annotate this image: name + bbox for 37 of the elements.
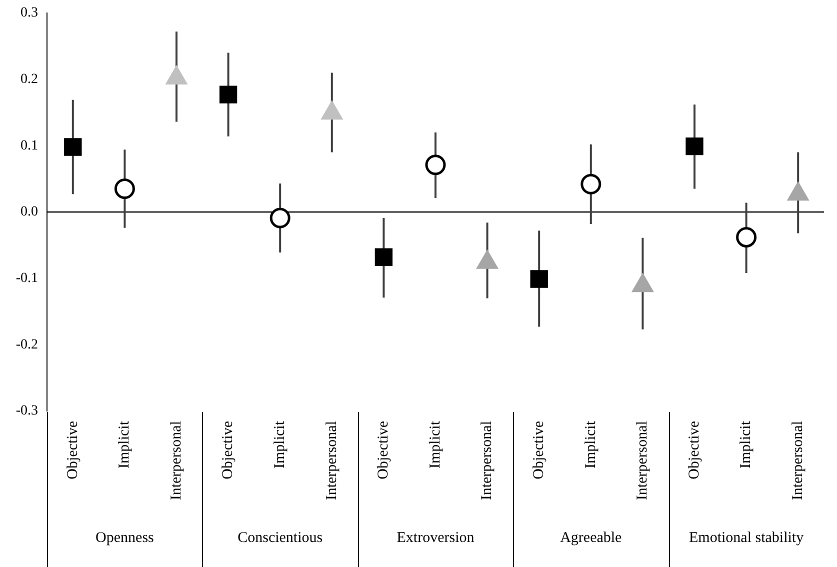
x-tick-label: Implicit	[582, 420, 599, 468]
point	[374, 248, 393, 266]
point	[64, 138, 82, 156]
point	[425, 154, 446, 176]
x-tick-label: Implicit	[738, 420, 754, 468]
x-tick-label: Objective	[220, 420, 236, 480]
y-tick-label: 0.3	[20, 6, 38, 21]
text: Emotional stability	[689, 530, 804, 546]
text: Conscientious	[238, 530, 323, 546]
point	[686, 137, 704, 156]
point	[270, 208, 290, 228]
x-tick-label: Interpersonal	[168, 421, 184, 500]
x-tick-label: Objective	[686, 420, 702, 480]
y-tick-label: 0.1	[20, 138, 38, 154]
text: Agreeable	[560, 530, 622, 546]
x-tick-label: Objective	[64, 420, 81, 480]
x-tick-label: Objective	[376, 420, 392, 480]
y-tick-label: -0.3	[16, 404, 38, 419]
text: Extroversion	[396, 530, 475, 546]
x-tick-label: Interpersonal	[324, 421, 340, 500]
point	[219, 86, 238, 104]
x-tick-label: Implicit	[272, 420, 288, 468]
text: Openness	[96, 530, 154, 546]
x-tick-label: Implicit	[116, 420, 133, 468]
y-tick-label: 0.0	[20, 204, 38, 220]
x-tick-label: Implicit	[427, 420, 444, 468]
y-tick-label: -0.1	[16, 271, 38, 286]
x-tick-label: Interpersonal	[790, 421, 806, 500]
y-tick-label: -0.2	[16, 337, 38, 352]
point	[114, 178, 135, 200]
point	[530, 270, 548, 288]
point	[580, 174, 602, 194]
x-tick-label: Interpersonal	[479, 421, 496, 500]
x-tick-label: Objective	[531, 420, 548, 480]
x-tick-label: Interpersonal	[634, 421, 651, 500]
point	[736, 226, 757, 248]
y-tick-label: 0.2	[20, 72, 38, 88]
